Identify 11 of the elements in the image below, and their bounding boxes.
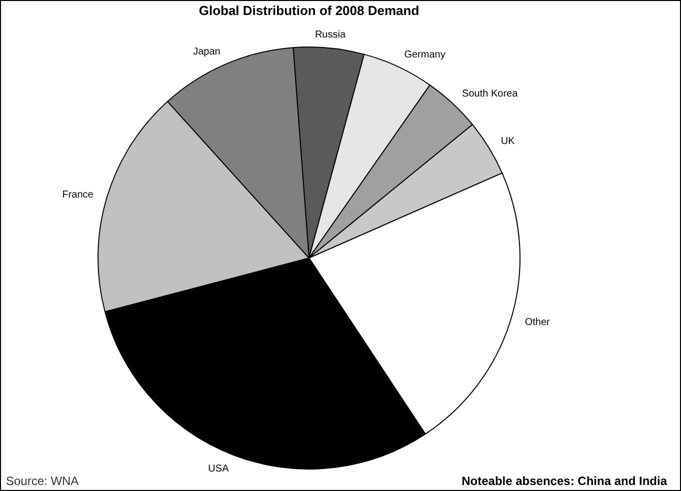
slice-label: Germany	[404, 50, 446, 61]
slice-label: France	[62, 189, 94, 200]
chart-title: Global Distribution of 2008 Demand	[198, 3, 420, 18]
slice-label: South Korea	[462, 88, 518, 100]
text: Noteable absences: China and India	[462, 474, 668, 488]
slice-label: Other	[524, 317, 551, 328]
source-note: Source: WNA	[6, 474, 79, 488]
slice-label: UK	[500, 136, 516, 148]
slice-label: Japan	[193, 46, 220, 58]
slice-label: USA	[208, 464, 230, 475]
slice-label: Russia	[314, 30, 346, 41]
